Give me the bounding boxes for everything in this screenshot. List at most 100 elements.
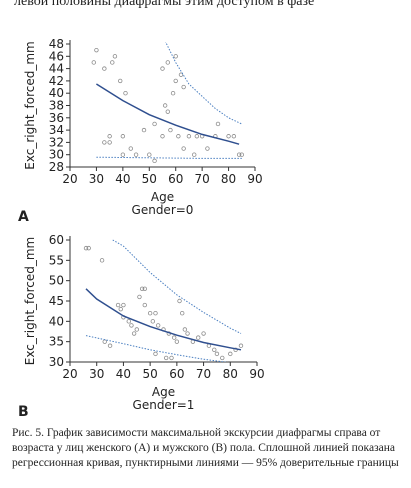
y-tick-label: 48 (49, 37, 64, 51)
plot-area (91, 42, 244, 164)
y-tick-label: 40 (49, 86, 64, 100)
point (239, 152, 244, 157)
point (86, 245, 91, 251)
y-tick-label: 34 (49, 123, 64, 137)
point (139, 286, 145, 291)
point (236, 152, 242, 157)
point (215, 121, 221, 127)
point (141, 127, 147, 133)
point (126, 319, 131, 324)
y-tick-label: 46 (49, 49, 64, 63)
regression-line (96, 83, 240, 145)
point (160, 66, 165, 71)
point (168, 127, 173, 133)
point (142, 302, 147, 308)
x-tick-label: 70 (196, 367, 211, 381)
regression-line (85, 288, 242, 351)
point (133, 152, 139, 157)
y-tick-label: 36 (49, 111, 64, 125)
point (153, 311, 158, 316)
y-tick-label: 55 (49, 253, 64, 267)
x-axis-label: Age (152, 385, 175, 399)
point (152, 121, 157, 127)
point (142, 286, 147, 291)
y-tick-label: 30 (49, 355, 64, 369)
point (107, 140, 112, 145)
x-tick-label: 40 (115, 172, 130, 186)
point (181, 146, 186, 151)
point (177, 298, 182, 304)
subtitle: Gender=1 (133, 398, 195, 412)
point (196, 335, 201, 340)
point (102, 339, 107, 344)
y-tick-label: 32 (49, 135, 64, 149)
point (226, 134, 231, 139)
point (201, 331, 206, 336)
y-tick-label: 30 (49, 148, 64, 162)
point (228, 351, 233, 357)
point (163, 355, 169, 361)
x-tick-label: 90 (247, 172, 262, 186)
point (118, 306, 123, 312)
x-tick-label: 40 (116, 367, 131, 381)
point (165, 60, 170, 65)
point (131, 331, 137, 336)
point (112, 54, 118, 59)
panel-label: A (18, 209, 29, 225)
point (150, 319, 156, 324)
y-tick-label: 28 (49, 160, 64, 174)
x-tick-label: 50 (143, 367, 158, 381)
point (107, 134, 112, 139)
point (83, 245, 89, 251)
y-tick-label: 40 (49, 314, 64, 328)
point (110, 60, 115, 65)
point (162, 103, 168, 108)
point (171, 335, 177, 340)
plot-area (83, 239, 244, 362)
point (134, 327, 139, 332)
point (147, 311, 153, 316)
point (212, 347, 217, 352)
point (179, 311, 185, 316)
point (102, 140, 107, 145)
point (137, 294, 142, 300)
point (186, 134, 192, 139)
point (231, 134, 237, 139)
point (118, 78, 123, 84)
y-tick-label: 50 (49, 274, 64, 288)
point (173, 78, 178, 84)
point (205, 146, 210, 151)
point (185, 331, 190, 336)
x-tick-label: 30 (89, 367, 104, 381)
y-tick-label: 45 (49, 294, 64, 308)
point (178, 72, 184, 77)
figure: левой половины диафрагмы этим доступом в… (14, 0, 314, 420)
point (165, 109, 170, 114)
point (176, 134, 181, 139)
point (182, 327, 188, 332)
point (129, 323, 134, 328)
x-tick-label: 90 (249, 367, 264, 381)
y-tick-label: 60 (49, 233, 64, 247)
x-tick-label: 30 (89, 172, 104, 186)
y-axis-label: Exc_right_forced_mm (23, 41, 37, 169)
x-tick-label: 60 (168, 172, 183, 186)
point (194, 134, 200, 139)
point (94, 47, 99, 53)
point (128, 146, 133, 151)
y-tick-label: 38 (49, 99, 64, 113)
point (115, 302, 121, 308)
x-tick-label: 80 (221, 172, 236, 186)
y-tick-label: 35 (49, 335, 64, 349)
point (181, 84, 186, 90)
point (220, 355, 225, 361)
point (160, 134, 165, 139)
y-tick-label: 44 (49, 62, 64, 76)
point (155, 323, 161, 328)
x-tick-label: 80 (223, 367, 238, 381)
point (153, 351, 158, 357)
point (107, 343, 113, 348)
point (147, 152, 152, 157)
point (192, 152, 197, 157)
